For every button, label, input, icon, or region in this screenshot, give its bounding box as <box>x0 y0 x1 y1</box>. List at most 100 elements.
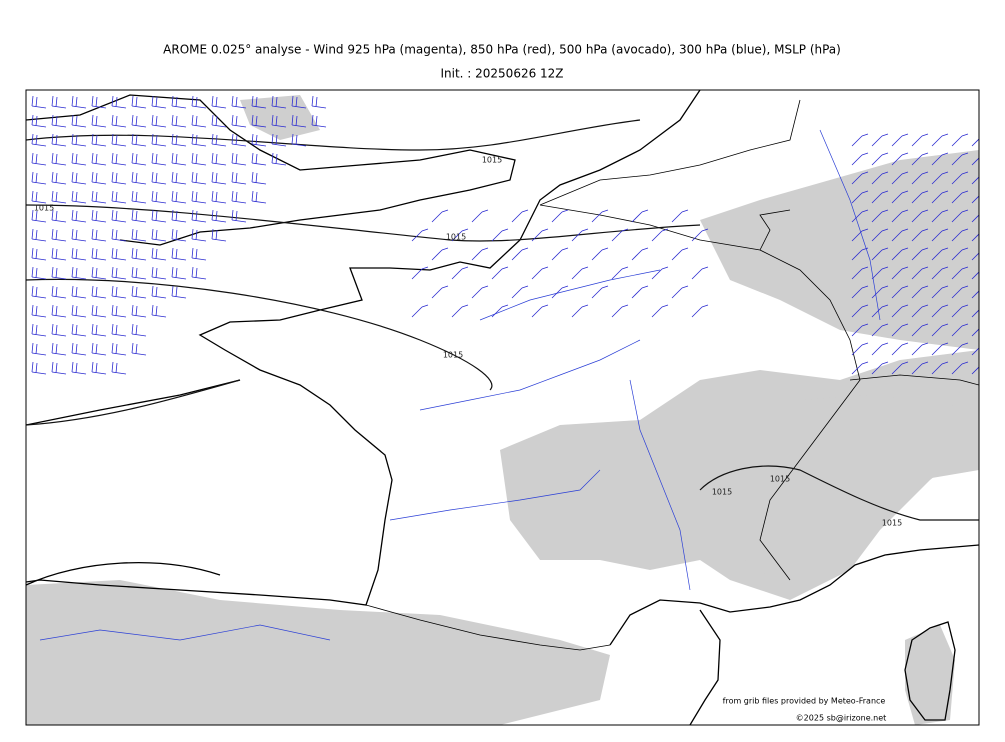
wind-barb <box>171 266 187 280</box>
wind-barb <box>131 171 147 185</box>
wind-barb <box>231 190 247 204</box>
wind-barb <box>111 323 127 337</box>
wind-barb <box>231 95 247 109</box>
wind-barb <box>931 228 949 242</box>
wind-barb <box>111 190 127 204</box>
wind-barb <box>931 190 949 204</box>
wind-barb <box>431 209 449 223</box>
wind-barb <box>151 95 167 109</box>
wind-barb <box>71 152 87 166</box>
wind-barb <box>871 342 889 356</box>
wind-barb <box>911 209 929 223</box>
contour-label: 1015 <box>482 156 502 165</box>
wind-barb <box>611 304 629 318</box>
wind-barb <box>51 209 67 223</box>
wind-barb <box>611 228 629 242</box>
wind-barb <box>531 228 549 242</box>
wind-barb <box>451 304 469 318</box>
wind-barb <box>171 114 187 128</box>
contour-label: 1015 <box>770 475 790 484</box>
wind-barb <box>491 304 509 318</box>
wind-barb <box>891 171 909 185</box>
wind-barb <box>131 247 147 261</box>
wind-barb <box>971 271 979 280</box>
wind-barb <box>891 323 909 337</box>
wind-barb <box>971 366 979 375</box>
wind-barb <box>211 171 227 185</box>
wind-barb <box>971 195 979 204</box>
wind-barb <box>211 133 227 147</box>
wind-barb <box>671 247 689 261</box>
wind-barb <box>251 114 267 128</box>
wind-barb <box>891 228 909 242</box>
wind-barb <box>211 190 227 204</box>
wind-barb <box>971 290 979 299</box>
wind-barb <box>111 266 127 280</box>
wind-barb <box>31 361 47 375</box>
wind-barb <box>691 266 709 280</box>
wind-barb <box>171 228 187 242</box>
wind-barb <box>891 133 909 147</box>
wind-barb <box>311 95 327 109</box>
wind-barb <box>191 209 207 223</box>
rivers <box>39 129 881 641</box>
wind-barb <box>931 247 949 261</box>
wind-barb <box>911 171 929 185</box>
wind-barb <box>631 247 649 261</box>
wind-barb <box>231 133 247 147</box>
wind-barb <box>251 190 267 204</box>
wind-barb <box>951 228 969 242</box>
wind-barb <box>51 171 67 185</box>
wind-barb <box>71 342 87 356</box>
wind-barb <box>71 266 87 280</box>
wind-barb <box>91 247 107 261</box>
wind-barb <box>851 285 869 299</box>
wind-barb <box>31 228 47 242</box>
wind-barb <box>111 304 127 318</box>
wind-barb <box>71 323 87 337</box>
wind-barb <box>151 304 167 318</box>
wind-barb <box>571 266 589 280</box>
wind-barb <box>91 190 107 204</box>
wind-barb <box>291 133 307 147</box>
wind-barb <box>111 114 127 128</box>
wind-barb <box>71 228 87 242</box>
wind-barb <box>31 133 47 147</box>
wind-barb <box>111 285 127 299</box>
wind-barb <box>951 133 969 147</box>
wind-barb <box>31 266 47 280</box>
wind-barb <box>931 266 949 280</box>
wind-barb <box>591 247 609 261</box>
wind-barb <box>71 133 87 147</box>
wind-barb <box>131 209 147 223</box>
wind-barb <box>411 228 429 242</box>
wind-barb <box>71 171 87 185</box>
wind-barb <box>291 114 307 128</box>
wind-barb <box>111 152 127 166</box>
wind-barb <box>31 342 47 356</box>
wind-barb <box>151 190 167 204</box>
wind-barb <box>31 285 47 299</box>
wind-barb <box>911 133 929 147</box>
wind-barb <box>91 114 107 128</box>
wind-barb <box>111 361 127 375</box>
wind-barb <box>571 228 589 242</box>
wind-barb <box>911 190 929 204</box>
wind-barb <box>871 133 889 147</box>
wind-barb <box>651 266 669 280</box>
wind-barb <box>951 190 969 204</box>
wind-barb <box>171 190 187 204</box>
wind-barb <box>151 152 167 166</box>
wind-barb <box>951 304 969 318</box>
wind-barb <box>891 209 909 223</box>
wind-barb <box>851 228 869 242</box>
wind-barb <box>931 304 949 318</box>
wind-barb <box>851 304 869 318</box>
wind-barb <box>871 190 889 204</box>
wind-barb <box>91 171 107 185</box>
wind-barb <box>251 152 267 166</box>
credit: ©2025 sb@irizone.net <box>796 714 887 723</box>
wind-barb <box>111 247 127 261</box>
wind-barb <box>91 285 107 299</box>
